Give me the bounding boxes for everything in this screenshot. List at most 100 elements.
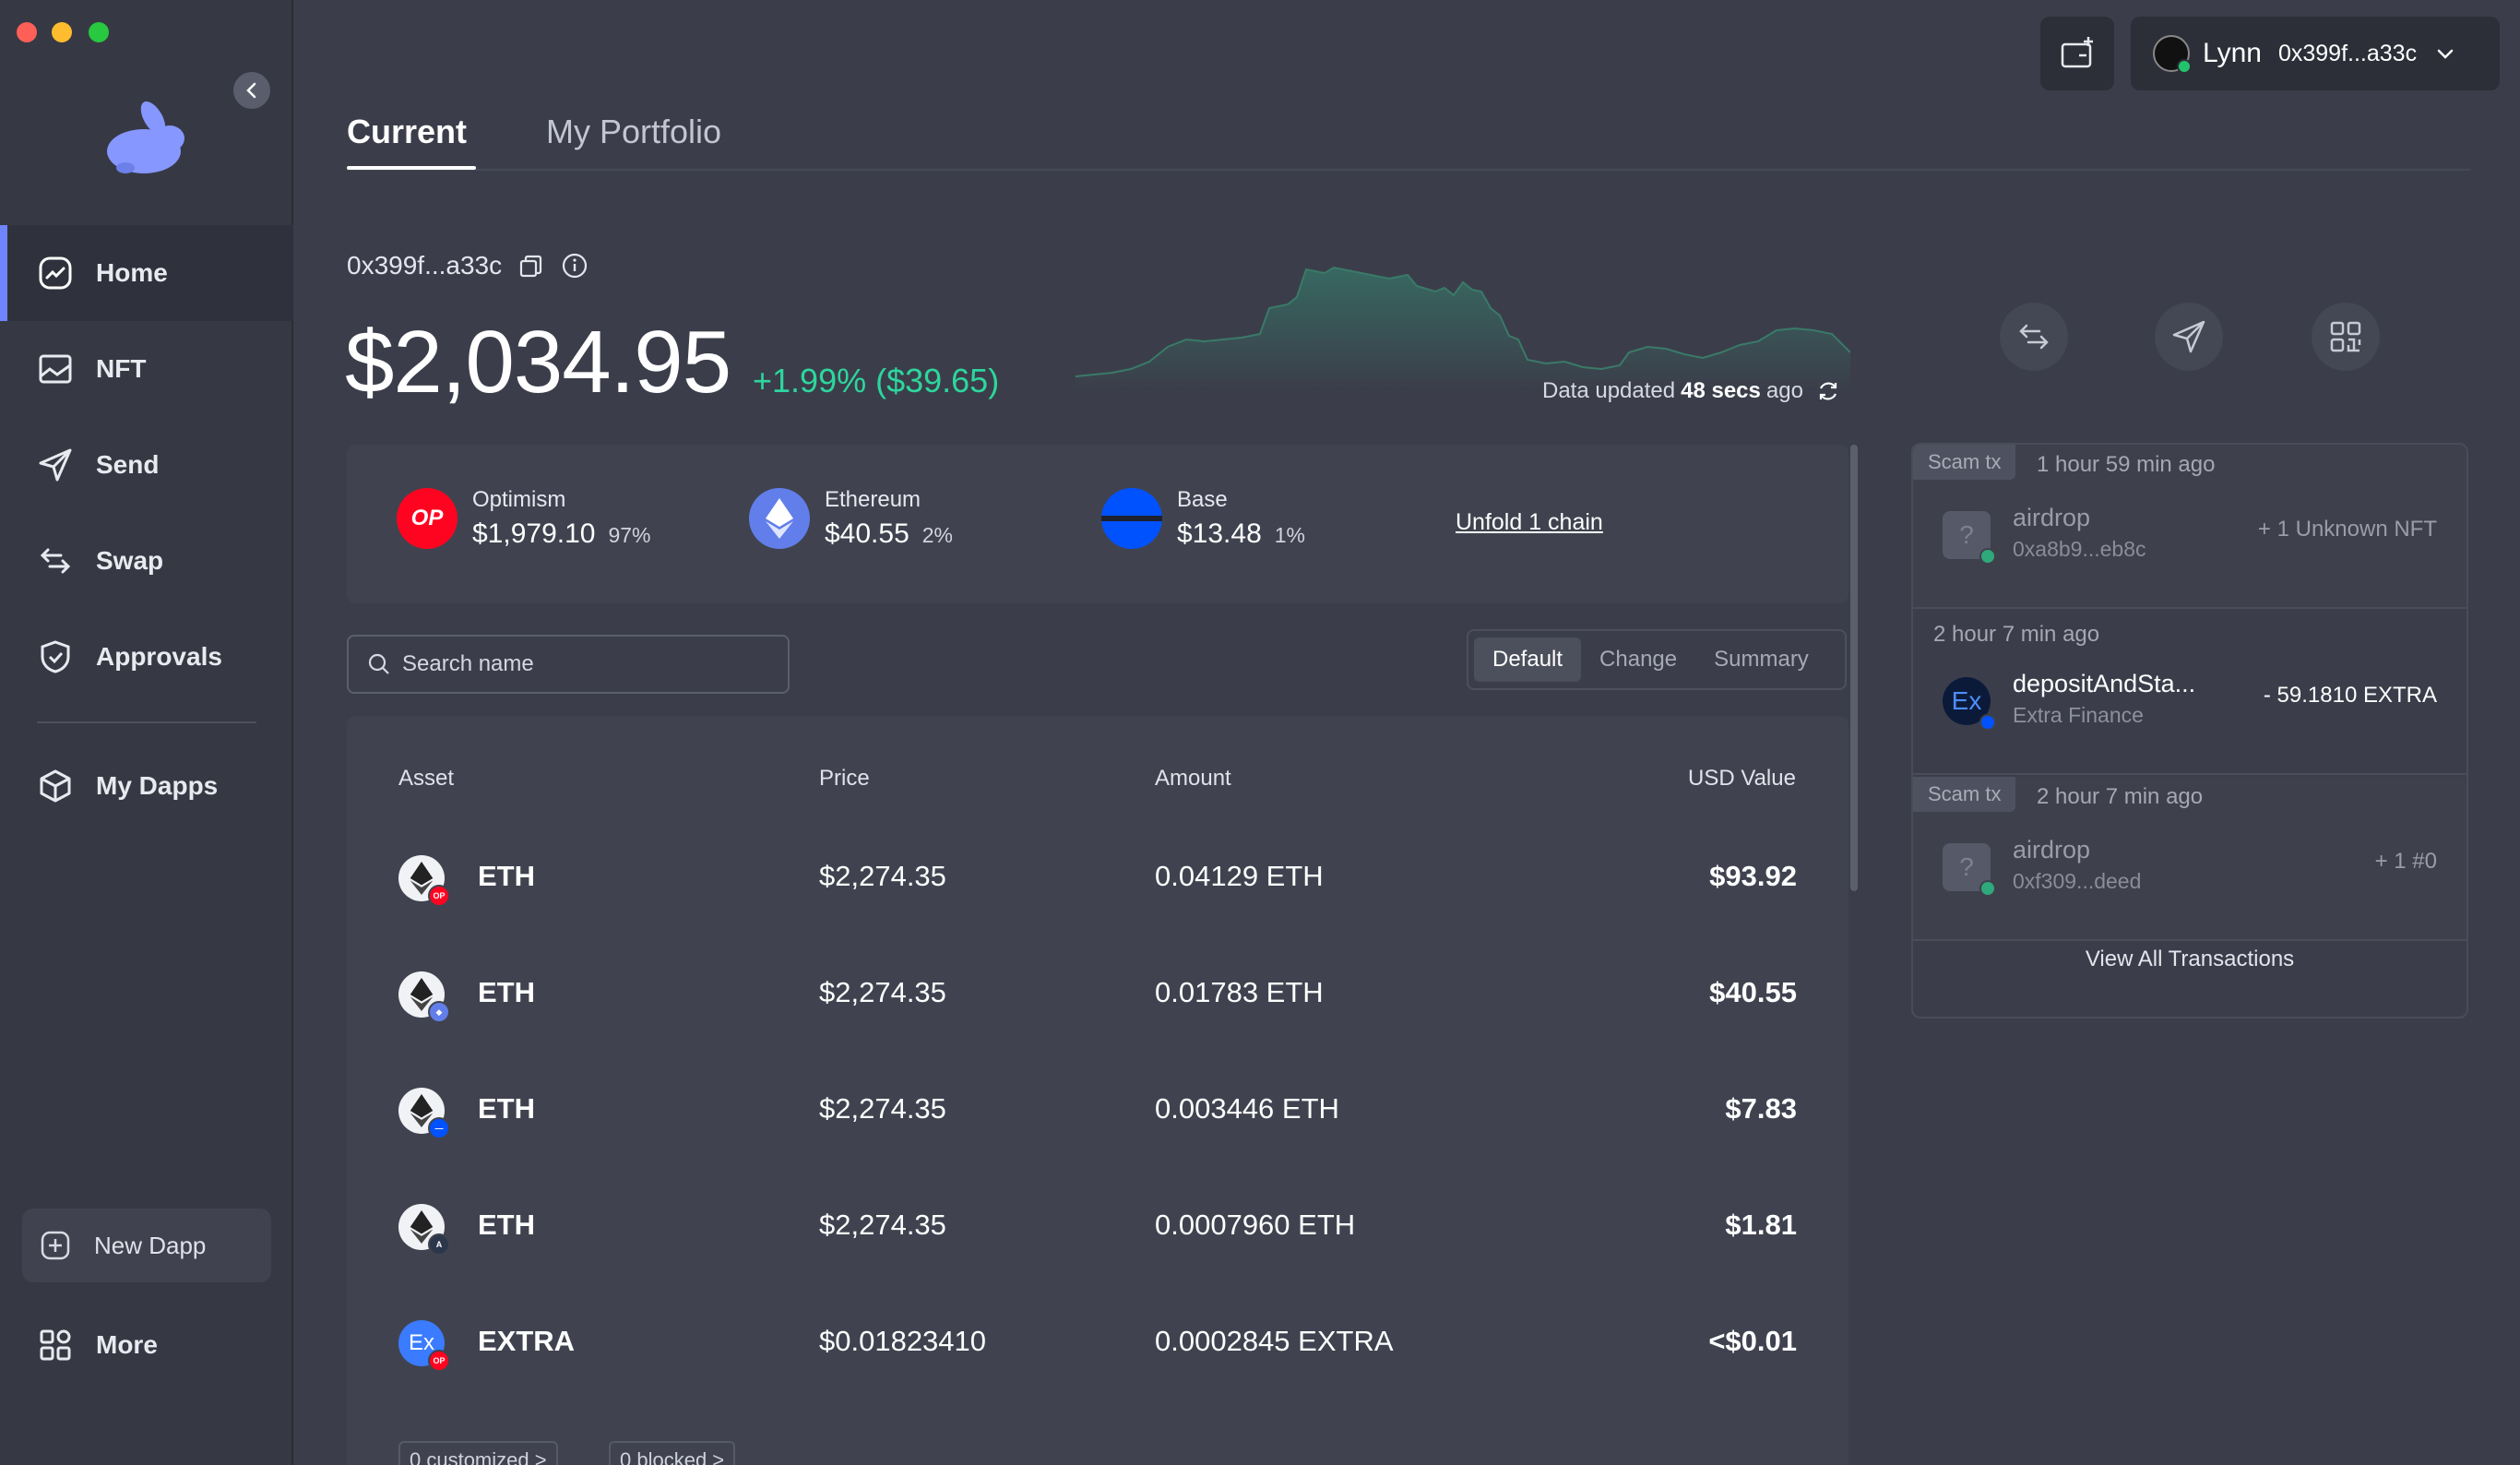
swap-arrows-icon [2019, 324, 2049, 350]
search-input[interactable]: Search name [347, 635, 790, 694]
asset-price: $0.01823410 [819, 1325, 987, 1357]
data-updated-value: 48 secs [1681, 378, 1761, 403]
add-wallet-button[interactable] [2040, 17, 2114, 90]
tab-my-portfolio[interactable]: My Portfolio [546, 113, 722, 150]
paper-plane-icon [39, 448, 72, 482]
table-row[interactable]: — ETH $2,274.35 0.003446 ETH $7.83 [347, 1048, 1848, 1164]
blocked-tokens-button[interactable]: 0 blocked > [609, 1441, 736, 1465]
account-switcher[interactable]: Lynn 0x399f...a33c [2131, 17, 2500, 90]
table-row[interactable]: A ETH $2,274.35 0.0007960 ETH $1.81 [347, 1164, 1848, 1280]
chain-ethereum[interactable]: Ethereum $40.55 2% [749, 487, 953, 550]
scam-badge: Scam tx [1913, 777, 2016, 812]
collapse-sidebar-button[interactable] [233, 72, 270, 109]
plus-circle-icon [41, 1231, 70, 1260]
chain-percent: 97% [608, 523, 651, 547]
refresh-icon[interactable] [1816, 379, 1840, 403]
asset-usd-value: $40.55 [1709, 976, 1797, 1008]
unfold-chain-link[interactable]: Unfold 1 chain [1456, 509, 1603, 535]
recent-transactions-panel: Scam tx 1 hour 59 min ago ? airdrop 0xa8… [1911, 443, 2468, 1018]
account-address: 0x399f...a33c [2277, 40, 2418, 66]
table-row[interactable]: OP ETH $2,274.35 0.04129 ETH $93.92 [347, 816, 1848, 932]
unknown-token-icon: ? [1943, 843, 1996, 897]
swap-arrows-icon [40, 548, 71, 574]
chain-base[interactable]: Base $13.48 1% [1101, 487, 1305, 550]
receive-qr-button[interactable] [2312, 303, 2380, 371]
column-header-price: Price [819, 766, 870, 791]
eth-token-icon: ◆ [398, 971, 450, 1023]
cube-icon [40, 769, 71, 803]
sidebar-item-approvals[interactable]: Approvals [0, 609, 293, 705]
image-icon [39, 354, 72, 384]
asset-amount: 0.0007960 ETH [1155, 1209, 1356, 1241]
balance-sparkline [1076, 266, 1850, 389]
transaction-amount: + 1 Unknown NFT [2257, 517, 2437, 542]
scrollbar-thumb[interactable] [1850, 445, 1858, 891]
transaction-item[interactable]: 2 hour 7 min ago Ex depositAndSta... Ext… [1913, 611, 2467, 775]
scam-badge: Scam tx [1913, 445, 2016, 480]
chain-value: $1,979.10 [472, 518, 596, 549]
asset-symbol: ETH [478, 976, 535, 1008]
arbitrum-badge-icon: A [428, 1233, 450, 1256]
chain-distribution-panel: OP Optimism $1,979.10 97% Ethereum $40.55… [347, 445, 1848, 603]
avatar [2153, 35, 2192, 74]
asset-price: $2,274.35 [819, 860, 946, 892]
segment-summary[interactable]: Summary [1714, 647, 1809, 672]
segment-default[interactable]: Default [1474, 637, 1582, 682]
table-row[interactable]: Ex OP EXTRA $0.01823410 0.0002845 EXTRA … [347, 1280, 1848, 1397]
eth-token-icon: A [398, 1204, 450, 1256]
transaction-item[interactable]: Scam tx 1 hour 59 min ago ? airdrop 0xa8… [1913, 445, 2467, 609]
chain-value: $13.48 [1177, 518, 1262, 549]
address-row: 0x399f...a33c [347, 251, 588, 280]
chain-percent: 2% [921, 523, 954, 547]
transaction-amount: + 1 #0 [2374, 849, 2437, 874]
minimize-window-button[interactable] [52, 22, 72, 42]
chevron-down-icon [2437, 49, 2454, 59]
tab-current[interactable]: Current [347, 113, 468, 150]
connected-dot [2177, 59, 2192, 74]
new-dapp-button[interactable]: New Dapp [22, 1209, 271, 1282]
sidebar-item-home[interactable]: Home [0, 225, 293, 321]
asset-amount: 0.0002845 EXTRA [1155, 1325, 1394, 1357]
sidebar-item-swap[interactable]: Swap [0, 513, 293, 609]
current-address: 0x399f...a33c [347, 251, 503, 280]
view-mode-segment: Default Change Summary [1467, 629, 1847, 690]
copy-icon[interactable] [518, 253, 544, 279]
asset-amount: 0.01783 ETH [1155, 976, 1324, 1008]
chain-optimism[interactable]: OP Optimism $1,979.10 97% [397, 487, 651, 550]
optimism-badge-icon: OP [428, 885, 450, 907]
asset-usd-value: $93.92 [1709, 860, 1797, 892]
customized-tokens-button[interactable]: 0 customized > [398, 1441, 558, 1465]
close-window-button[interactable] [17, 22, 37, 42]
maximize-window-button[interactable] [89, 22, 109, 42]
segment-change[interactable]: Change [1599, 647, 1678, 672]
transaction-item[interactable]: Scam tx 2 hour 7 min ago ? airdrop 0xf30… [1913, 777, 2467, 941]
add-wallet-icon [2061, 37, 2093, 68]
transaction-subtitle: Extra Finance [2013, 703, 2144, 727]
asset-price: $2,274.35 [819, 1092, 946, 1125]
asset-table [347, 716, 1848, 1465]
sidebar-item-more[interactable]: More [0, 1297, 293, 1393]
search-icon [368, 653, 389, 674]
swap-action-button[interactable] [2000, 303, 2068, 371]
chain-name: Optimism [472, 487, 566, 512]
asset-amount: 0.04129 ETH [1155, 860, 1324, 892]
tab-divider [347, 169, 2470, 171]
ethereum-badge-icon: ◆ [428, 1001, 450, 1023]
info-icon[interactable] [561, 252, 588, 280]
asset-usd-value: $1.81 [1725, 1209, 1797, 1241]
view-all-transactions-link[interactable]: View All Transactions [2085, 947, 2295, 971]
sidebar-item-send[interactable]: Send [0, 417, 293, 513]
sidebar-item-nft[interactable]: NFT [0, 321, 293, 417]
asset-usd-value: $7.83 [1725, 1092, 1797, 1125]
sidebar-item-my-dapps[interactable]: My Dapps [0, 738, 293, 834]
balance-change: +1.99% ($39.65) [753, 362, 1000, 399]
asset-amount: 0.003446 ETH [1155, 1092, 1339, 1125]
ethereum-logo-icon [749, 488, 810, 549]
send-action-button[interactable] [2155, 303, 2223, 371]
rabbit-logo-icon [107, 101, 184, 173]
table-row[interactable]: ◆ ETH $2,274.35 0.01783 ETH $40.55 [347, 932, 1848, 1048]
column-header-usd-value: USD Value [1688, 766, 1796, 791]
grid-icon [40, 1329, 71, 1361]
column-header-asset: Asset [398, 766, 455, 791]
chain-value: $40.55 [825, 518, 909, 549]
